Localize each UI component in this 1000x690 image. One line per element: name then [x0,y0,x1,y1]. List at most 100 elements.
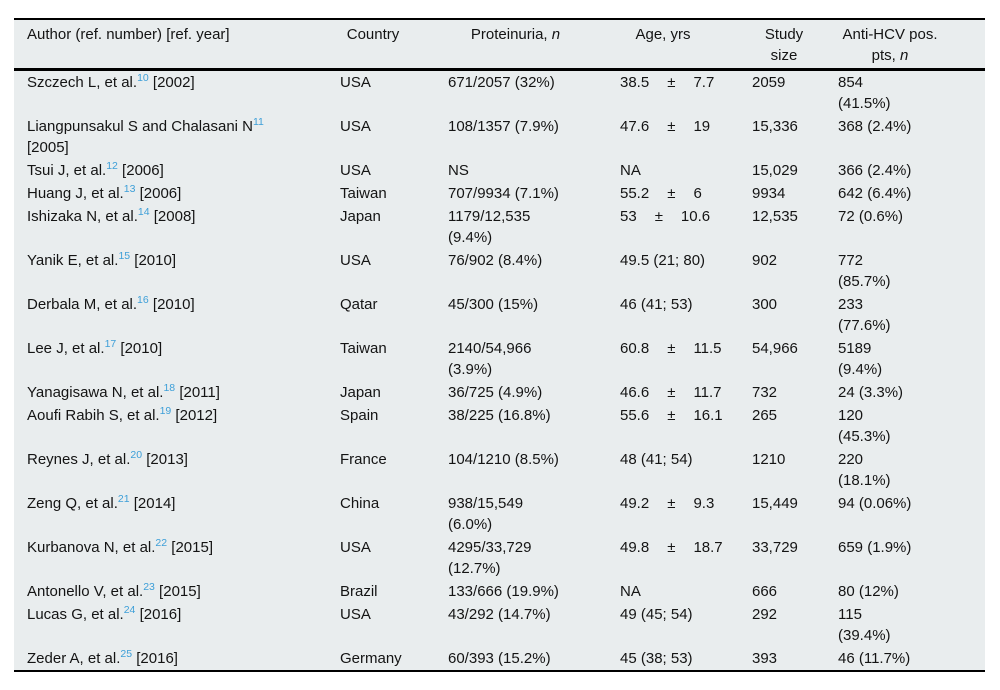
proteinuria-text: 76/902 (8.4%) [448,252,543,269]
author-text: Lee J, et al. [27,340,105,357]
author-text: Derbala M, et al. [27,296,138,313]
study-size-cell: 902 [752,249,838,293]
anti-hcv-cell: 94 (0.06%) [838,492,985,536]
country-text: France [340,451,387,468]
proteinuria-cell: 938/15,549 (6.0%) [448,492,620,536]
author-text: Lucas G, et al. [27,606,124,623]
table-row: Tsui J, et al.12 [2006] USA NS NA 15,029 366 … [14,159,985,182]
anti-hcv-cell: 46 (11.7%) [838,647,985,671]
country-text: USA [340,162,371,179]
age-cell: 55.2 ±6 [620,182,752,205]
author-cell: Szczech L, et al.10 [2002] [14,70,340,116]
col-header-anti-hcv: Anti-HCV pos. pts, n [838,19,985,70]
ref-superscript-link[interactable]: 22 [155,537,168,549]
study-size-cell: 300 [752,293,838,337]
age-cell: NA [620,580,752,603]
author-text: Aoufi Rabih S, et al. [27,407,160,424]
country-text: Taiwan [340,340,387,357]
plus-minus-symbol: ± [667,407,676,424]
study-size-cell: 666 [752,580,838,603]
country-text: USA [340,118,371,135]
author-year: [2005] [27,139,69,156]
table-row: Szczech L, et al.10 [2002] USA 671/2057 (3… [14,70,985,116]
anti-hcv-cell: 120 (45.3%) [838,404,985,448]
author-cell: Yanik E, et al.15 [2010] [14,249,340,293]
anti-hcv-cell: 220 (18.1%) [838,448,985,492]
table-row: Huang J, et al.13 [2006] Taiwan 707/9934 (… [14,182,985,205]
author-text: Yanagisawa N, et al. [27,384,164,401]
study-size-cell: 33,729 [752,536,838,580]
ref-superscript-link[interactable]: 18 [163,382,176,394]
age-cell: 49 (45; 54) [620,603,752,647]
age-cell: 55.6 ±16.1 [620,404,752,448]
ref-superscript-link[interactable]: 11 [253,116,264,128]
ref-superscript-link[interactable]: 17 [104,338,117,350]
study-size-text: 9934 [752,185,786,202]
author-cell: Kurbanova N, et al.22 [2015] [14,536,340,580]
age-text: NA [620,162,641,179]
study-size-text: 15,449 [752,495,798,512]
country-cell: Spain [340,404,448,448]
author-year: [2006] [117,162,164,179]
country-cell: USA [340,159,448,182]
proteinuria-cell: 104/1210 (8.5%) [448,448,620,492]
author-year: [2015] [167,539,213,556]
author-cell: Liangpunsakul S and Chalasani N11 [2005] [14,115,340,159]
ref-superscript-link[interactable]: 25 [120,648,133,660]
study-size-text: 15,029 [752,162,798,179]
table-row: Lee J, et al.17 [2010] Taiwan 2140/54,966 … [14,337,985,381]
age-sd: 11.7 [693,384,722,401]
proteinuria-text: NS [448,162,469,179]
author-year: [2013] [142,451,188,468]
study-size-text: 732 [752,384,778,401]
proteinuria-cell: 4295/33,729 (12.7%) [448,536,620,580]
ref-superscript-link[interactable]: 23 [143,581,155,593]
study-size-text: 265 [752,407,778,424]
proteinuria-cell: 133/666 (19.9%) [448,580,620,603]
proteinuria-text: 133/666 (19.9%) [448,583,559,600]
age-sd: 18.7 [693,539,723,556]
ref-superscript-link[interactable]: 21 [117,493,130,505]
age-text: 49 (45; 54) [620,606,693,623]
anti-hcv-cell: 80 (12%) [838,580,985,603]
study-size-text: 393 [752,650,778,667]
study-size-cell: 12,535 [752,205,838,249]
proteinuria-text: 38/225 (16.8%) [448,407,551,424]
age-sd: 7.7 [693,74,715,91]
author-cell: Yanagisawa N, et al.18 [2011] [14,381,340,404]
age-mean: 55.2 [620,185,650,202]
ref-superscript-link[interactable]: 24 [123,604,136,616]
italic-n: n [900,47,909,64]
ref-superscript-link[interactable]: 15 [118,250,131,262]
ref-superscript-link[interactable]: 16 [137,294,149,306]
author-cell: Aoufi Rabih S, et al.19 [2012] [14,404,340,448]
anti-hcv-text: 642 (6.4%) [838,185,912,202]
anti-hcv-text: 115 (39.4%) [838,606,891,644]
anti-hcv-cell: 233 (77.6%) [838,293,985,337]
plus-minus-symbol: ± [667,539,676,556]
table-row: Antonello V, et al.23 [2015] Brazil 133/66… [14,580,985,603]
country-text: USA [340,252,371,269]
proteinuria-cell: 38/225 (16.8%) [448,404,620,448]
plus-minus-symbol: ± [667,495,676,512]
author-cell: Reynes J, et al.20 [2013] [14,448,340,492]
anti-hcv-cell: 642 (6.4%) [838,182,985,205]
table-row: Ishizaka N, et al.14 [2008] Japan 1179/12,… [14,205,985,249]
ref-superscript-link[interactable]: 19 [159,405,172,417]
ref-superscript-link[interactable]: 20 [130,449,143,461]
proteinuria-text: 671/2057 (32%) [448,74,555,91]
ref-superscript-link[interactable]: 14 [137,206,150,218]
age-cell: 49.5 (21; 80) [620,249,752,293]
ref-superscript-link[interactable]: 13 [123,183,136,195]
study-size-text: 15,336 [752,118,798,135]
proteinuria-cell: 707/9934 (7.1%) [448,182,620,205]
col-header-proteinuria-label: Proteinuria, [470,26,552,43]
author-year: [2016] [135,606,182,623]
author-year: [2012] [171,407,218,424]
ref-superscript-link[interactable]: 10 [137,72,149,84]
ref-superscript-link[interactable]: 12 [106,160,118,172]
anti-hcv-cell: 24 (3.3%) [838,381,985,404]
study-size-text: 2059 [752,74,786,91]
study-size-cell: 2059 [752,70,838,116]
anti-hcv-text: 120 (45.3%) [838,407,891,445]
